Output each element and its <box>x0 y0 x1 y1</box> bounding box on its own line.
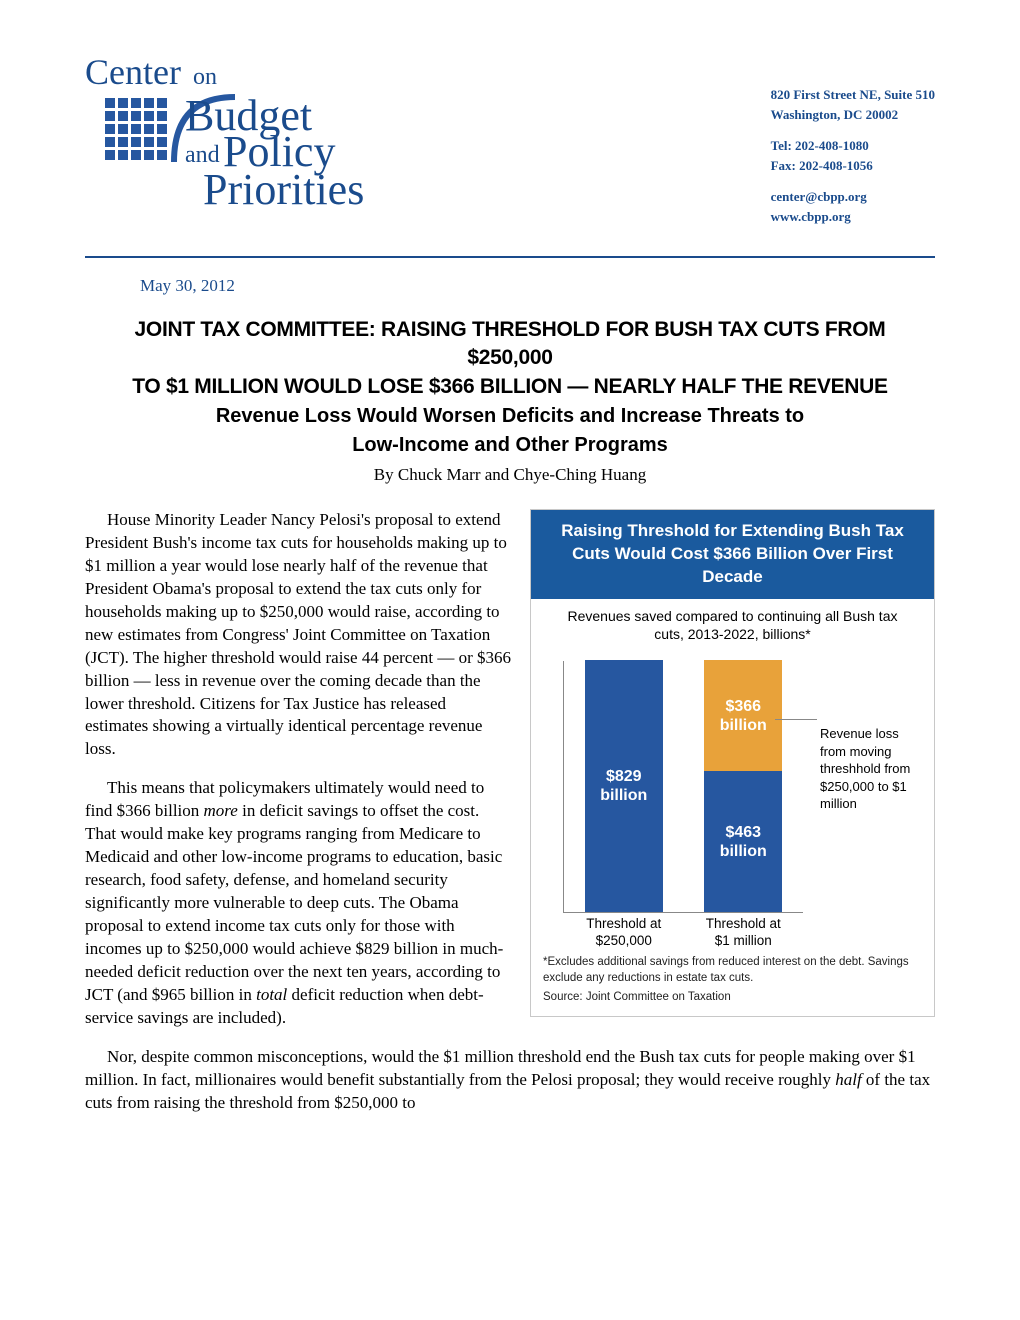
bar-threshold-1m: $366billion $463billion Threshold at $1 … <box>704 660 782 912</box>
chart-area: $829 billion Threshold at $250,000 $366 bi… <box>531 649 934 949</box>
chart-source: Source: Joint Committee on Taxation <box>543 990 922 1006</box>
p3-text-a: Nor, despite common misconceptions, woul… <box>85 1047 916 1089</box>
email: center@cbpp.org <box>771 187 935 207</box>
bar-label-1m: Threshold at $1 million <box>704 916 782 950</box>
paragraph-3: Nor, despite common misconceptions, woul… <box>85 1046 935 1115</box>
svg-text:Priorities: Priorities <box>203 165 364 214</box>
bar-value-829: $829 <box>606 768 642 785</box>
subtitle-line-2: Low-Income and Other Programs <box>115 432 905 459</box>
svg-text:Center: Center <box>85 52 181 92</box>
p2-text-c: in deficit savings to offset the cost. T… <box>85 801 503 1004</box>
bar-threshold-250k: $829billion Threshold at $250,000 <box>585 660 663 912</box>
p1-text: House Minority Leader Nancy Pelosi's pro… <box>85 510 511 758</box>
subtitle-line-1: Revenue Loss Would Worsen Deficits and I… <box>115 403 905 430</box>
bar-value-366: $366 <box>725 698 761 715</box>
bar-segment-463: $463 billion <box>704 771 782 912</box>
contact-info: 820 First Street NE, Suite 510 Washingto… <box>771 50 935 238</box>
address-line-2: Washington, DC 20002 <box>771 105 935 125</box>
chart-footnote: *Excludes additional savings from reduce… <box>531 949 934 1016</box>
chart-box: Raising Threshold for Extending Bush Tax… <box>530 509 935 1017</box>
bar-segment-366: $366 billion <box>704 660 782 771</box>
website: www.cbpp.org <box>771 207 935 227</box>
chart-subtitle: Revenues saved compared to continuing al… <box>531 599 934 649</box>
bars-container: $829billion Threshold at $250,000 $366bi… <box>563 661 803 913</box>
bar-segment-829: $829 billion <box>585 660 663 912</box>
telephone: Tel: 202-408-1080 <box>771 136 935 156</box>
main-title-line-1: JOINT TAX COMMITTEE: RAISING THRESHOLD F… <box>115 316 905 373</box>
org-logo: Center on Budget and Policy Priorities <box>85 50 380 220</box>
p3-em-half: half <box>835 1070 861 1089</box>
article-body: Raising Threshold for Extending Bush Tax… <box>85 509 935 1130</box>
header-divider <box>85 256 935 258</box>
bar-unit-829: billion <box>600 787 647 804</box>
byline: By Chuck Marr and Chye-Ching Huang <box>115 465 905 485</box>
main-title-line-2: TO $1 MILLION WOULD LOSE $366 BILLION — … <box>115 373 905 401</box>
address-line-1: 820 First Street NE, Suite 510 <box>771 85 935 105</box>
page-header: Center on Budget and Policy Priorities 8… <box>85 50 935 238</box>
fax: Fax: 202-408-1056 <box>771 156 935 176</box>
chart-annotation: Revenue loss from moving threshhold from… <box>820 725 928 813</box>
svg-text:on: on <box>193 64 217 90</box>
title-block: JOINT TAX COMMITTEE: RAISING THRESHOLD F… <box>115 316 905 485</box>
bar-label-250k: Threshold at $250,000 <box>585 916 663 950</box>
chart-title: Raising Threshold for Extending Bush Tax… <box>531 510 934 599</box>
bar-value-463: $463 <box>725 824 761 841</box>
bar-unit-463: billion <box>720 843 767 860</box>
bar-unit-366: billion <box>720 717 767 734</box>
publication-date: May 30, 2012 <box>140 276 935 296</box>
chart-footnote-text: *Excludes additional savings from reduce… <box>543 955 922 986</box>
p2-em-more: more <box>204 801 238 820</box>
p2-em-total: total <box>256 985 287 1004</box>
annotation-connector <box>775 719 817 720</box>
